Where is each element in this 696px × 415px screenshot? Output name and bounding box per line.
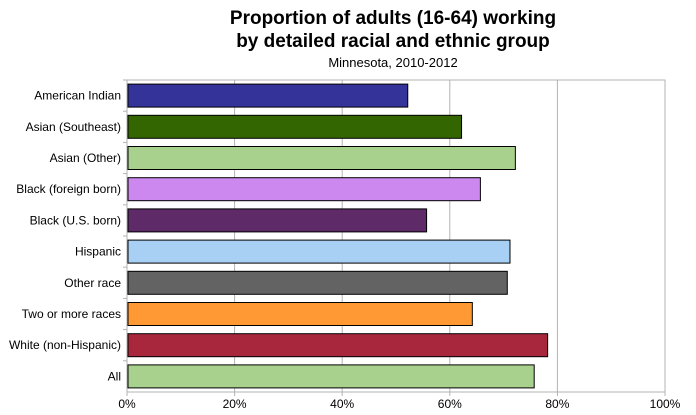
category-label: All [108, 369, 121, 383]
category-label: Black (U.S. born) [30, 213, 121, 227]
category-label: Asian (Southeast) [26, 120, 121, 134]
category-label: White (non-Hispanic) [9, 338, 121, 352]
bar [127, 302, 473, 326]
bar [127, 177, 481, 202]
bar [127, 146, 516, 170]
category-label: American Indian [34, 89, 121, 103]
category-label: Asian (Other) [50, 151, 121, 165]
bar [127, 114, 463, 139]
bar [127, 208, 428, 233]
bar [127, 239, 511, 264]
x-tick-label: 80% [545, 397, 569, 411]
category-label: Other race [64, 276, 121, 290]
chart-title-line-1: Proportion of adults (16-64) working [229, 8, 557, 29]
x-tick-label: 20% [223, 397, 247, 411]
bar [127, 270, 508, 295]
bar [127, 364, 535, 389]
category-label: Two or more races [22, 307, 121, 321]
bar [127, 83, 409, 108]
bar [127, 333, 549, 358]
x-tick-label: 0% [118, 397, 136, 411]
chart-title-line-2: by detailed racial and ethnic group [236, 31, 550, 52]
x-tick-label: 100% [650, 397, 681, 411]
chart-subtitle: Minnesota, 2010-2012 [328, 55, 458, 70]
x-tick-label: 60% [438, 397, 462, 411]
category-label: Black (foreign born) [16, 182, 121, 196]
x-tick-label: 40% [330, 397, 354, 411]
category-label: Hispanic [75, 245, 121, 259]
